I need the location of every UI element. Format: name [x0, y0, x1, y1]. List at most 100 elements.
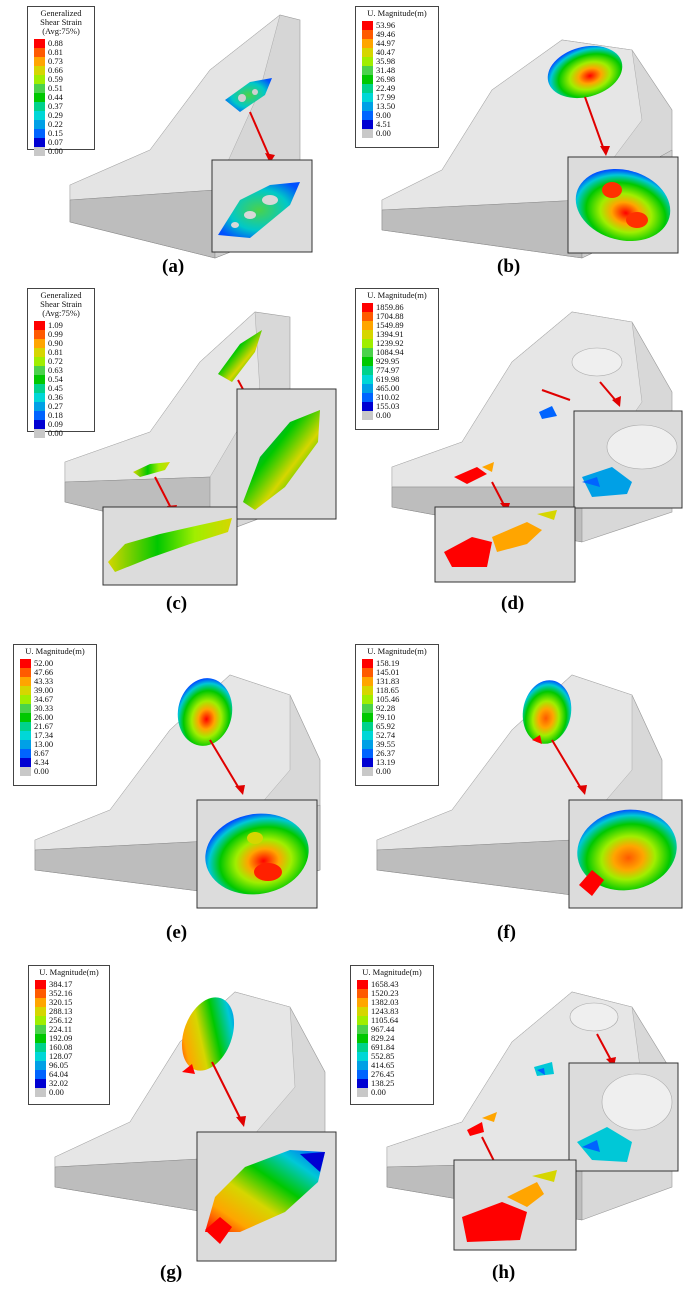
panel-caption: (g) — [160, 1262, 183, 1283]
legend-swatch — [362, 375, 373, 384]
legend-swatch — [362, 713, 373, 722]
legend-value: 22.49 — [376, 83, 396, 93]
legend-value: 967.44 — [371, 1024, 395, 1034]
legend-value: 13.19 — [376, 757, 396, 767]
legend-value: 0.18 — [48, 410, 63, 420]
legend-a: Generalized Shear Strain (Avg:75%) 0.88 0… — [27, 6, 95, 156]
legend-value: 13.00 — [34, 739, 54, 749]
legend-swatch — [34, 57, 45, 66]
legend-swatch — [357, 1088, 368, 1097]
legend-value: 0.00 — [48, 428, 63, 438]
legend-value: 21.67 — [34, 721, 54, 731]
legend-swatch — [34, 348, 45, 357]
legend-value: 0.22 — [48, 119, 63, 129]
legend-value: 65.92 — [376, 721, 396, 731]
legend-swatch — [357, 1079, 368, 1088]
legend-swatch — [35, 1034, 46, 1043]
legend-value: 691.84 — [371, 1042, 395, 1052]
panel-f: U. Magnitude(m) 158.19 145.01 131.83 118.65… — [342, 640, 684, 962]
legend-swatch — [362, 677, 373, 686]
legend-swatch — [20, 722, 31, 731]
legend-value: 276.45 — [371, 1069, 395, 1079]
legend-value: 0.81 — [48, 347, 63, 357]
legend-value: 1394.91 — [376, 329, 404, 339]
legend-swatch — [362, 348, 373, 357]
legend-value: 26.98 — [376, 74, 396, 84]
legend-swatch — [362, 686, 373, 695]
legend-swatch — [35, 1025, 46, 1034]
legend-value: 310.02 — [376, 392, 400, 402]
legend-value: 288.13 — [49, 1006, 73, 1016]
legend-swatch — [362, 366, 373, 375]
legend-swatch — [362, 312, 373, 321]
legend-swatch — [35, 980, 46, 989]
legend-g: U. Magnitude(m) 384.17 352.16 320.15 288.13… — [28, 965, 110, 1105]
slope-model — [391, 311, 683, 583]
legend-swatch — [362, 722, 373, 731]
legend-value: 0.88 — [48, 38, 63, 48]
legend-swatch — [35, 1061, 46, 1070]
legend-value: 52.00 — [34, 658, 54, 668]
legend-swatch — [20, 668, 31, 677]
legend-swatch — [34, 129, 45, 138]
legend-value: 0.29 — [48, 110, 63, 120]
legend-swatch — [362, 330, 373, 339]
legend-swatch — [34, 66, 45, 75]
legend-swatch — [357, 989, 368, 998]
legend-swatch — [34, 75, 45, 84]
legend-value: 1520.23 — [371, 988, 399, 998]
legend-value: 26.37 — [376, 748, 396, 758]
legend-value: 1105.64 — [371, 1015, 399, 1025]
legend-value: 44.97 — [376, 38, 396, 48]
legend-value: 47.66 — [34, 667, 54, 677]
legend-value: 155.03 — [376, 401, 400, 411]
legend-value: 8.67 — [34, 748, 49, 758]
legend-swatch — [20, 695, 31, 704]
legend-title: U. Magnitude(m) — [39, 967, 99, 977]
legend-value: 0.54 — [48, 374, 63, 384]
panel-caption: (h) — [492, 1262, 516, 1283]
legend-swatch — [20, 713, 31, 722]
legend-value: 0.07 — [48, 137, 63, 147]
legend-value: 0.99 — [48, 329, 63, 339]
legend-swatch — [35, 1043, 46, 1052]
legend-value: 52.74 — [376, 730, 396, 740]
legend-value: 552.85 — [371, 1051, 395, 1061]
panel-h: U. Magnitude(m) 1658.43 1520.23 1382.03 124… — [342, 962, 684, 1284]
legend-value: 0.00 — [376, 128, 391, 138]
legend-value: 0.66 — [48, 65, 63, 75]
legend-value: 34.67 — [34, 694, 54, 704]
legend-swatch — [362, 48, 373, 57]
legend-swatch — [362, 668, 373, 677]
legend-value: 0.00 — [48, 146, 63, 156]
legend-value: 256.12 — [49, 1015, 73, 1025]
legend-swatch — [20, 659, 31, 668]
legend-swatch — [362, 75, 373, 84]
legend-swatch — [362, 21, 373, 30]
legend-swatch — [362, 749, 373, 758]
legend-value: 32.02 — [49, 1078, 69, 1088]
legend-value: 352.16 — [49, 988, 73, 998]
legend-swatch — [20, 749, 31, 758]
legend-value: 0.00 — [371, 1087, 386, 1097]
legend-value: 1084.94 — [376, 347, 404, 357]
legend-swatch — [34, 102, 45, 111]
legend-value: 13.50 — [376, 101, 396, 111]
legend-value: 1658.43 — [371, 979, 399, 989]
legend-value: 192.09 — [49, 1033, 73, 1043]
panel-caption: (d) — [501, 593, 525, 614]
legend-value: 0.45 — [48, 383, 63, 393]
legend-swatch — [362, 402, 373, 411]
legend-value: 43.33 — [34, 676, 54, 686]
legend-swatch — [362, 357, 373, 366]
legend-value: 0.00 — [49, 1087, 64, 1097]
legend-value: 9.00 — [376, 110, 391, 120]
legend-swatch — [20, 731, 31, 740]
legend-swatch — [34, 375, 45, 384]
legend-swatch — [357, 1070, 368, 1079]
legend-value: 1382.03 — [371, 997, 399, 1007]
legend-swatch — [357, 1007, 368, 1016]
legend-swatch — [34, 393, 45, 402]
legend-swatch — [35, 998, 46, 1007]
legend-e: U. Magnitude(m) 52.00 47.66 43.33 39.00 34.6… — [13, 644, 97, 786]
